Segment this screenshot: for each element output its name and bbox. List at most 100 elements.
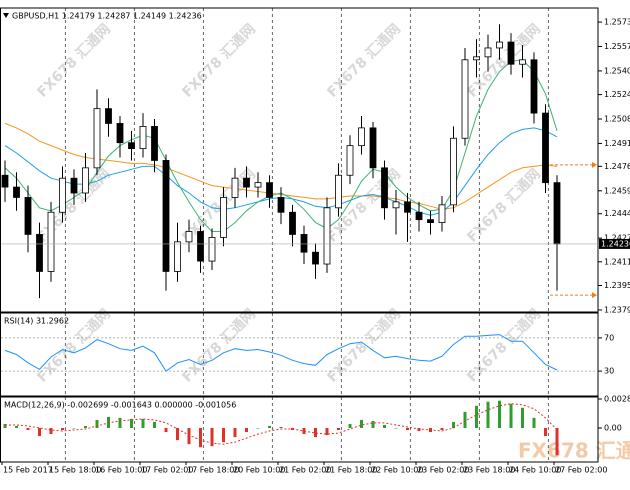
y-tick-label: 1.25735 (604, 18, 630, 27)
macd-bar (475, 405, 478, 428)
x-tick-label: 20 Feb 10:00 (233, 466, 285, 475)
candle-body (461, 59, 469, 139)
candle-body (335, 174, 342, 209)
macd-bar (279, 426, 283, 428)
candle-body (162, 160, 170, 272)
x-tick-label: 16 Feb 10:00 (95, 466, 147, 475)
panel-frame (0, 7, 599, 313)
candle-body (70, 177, 78, 194)
candle-body (519, 59, 526, 65)
macd-bar (26, 427, 30, 431)
macd-bar (440, 427, 444, 431)
candle-body (36, 234, 43, 272)
y-tick-label: 1.25080 (604, 115, 630, 124)
x-tick-label: 27 Feb 02:00 (555, 466, 607, 475)
x-tick-label: 22 Feb 10:00 (371, 466, 423, 475)
y-tick-label: 0.002869 (604, 395, 630, 404)
macd-bar (164, 427, 168, 433)
rsi-line (4, 334, 558, 372)
y-tick-label: 1.23790 (604, 305, 630, 314)
macd-bar (417, 427, 421, 432)
macd-bar (15, 425, 18, 428)
macd-bar (3, 423, 7, 428)
y-tick-label: 1.24595 (604, 186, 630, 195)
macd-bar (394, 427, 398, 429)
candle-body (13, 186, 20, 198)
macd-bar (486, 401, 490, 428)
macd-bar (245, 427, 248, 433)
y-tick-label: 1.24915 (604, 139, 630, 148)
x-tick-label: 24 Feb 10:00 (509, 466, 561, 475)
candle-body (105, 108, 112, 124)
macd-bar (118, 417, 122, 428)
panel-title: MACD(12,26,9) -0.002699 -0.001643 0.0000… (4, 401, 236, 410)
macd-bar (555, 427, 559, 456)
macd-bar (532, 417, 536, 428)
y-tick-label: 1.25405 (604, 66, 630, 75)
candle-body (450, 137, 457, 206)
candle-body (277, 197, 285, 213)
candle-body (484, 47, 492, 58)
x-tick-label: 15 Feb 2017 (3, 466, 53, 475)
macd-bar (222, 427, 225, 443)
candle-body (1, 174, 9, 188)
macd-bar (360, 419, 363, 428)
macd-bar (371, 420, 375, 428)
y-tick-label: 70 (604, 333, 614, 342)
macd-bar (72, 427, 76, 429)
candle-body (312, 251, 319, 265)
macd-bar (521, 407, 524, 428)
candle-body (392, 201, 400, 209)
macd-bar (383, 424, 386, 428)
macd-bar (348, 423, 352, 428)
candle-body (323, 207, 331, 265)
x-tick-label: 23 Feb 18:00 (463, 466, 515, 475)
candle-body (542, 112, 549, 184)
macd-bar (210, 427, 214, 447)
macd-bar (38, 427, 41, 437)
candle-body (438, 204, 446, 224)
candle-body (553, 182, 561, 245)
candle-body (473, 56, 480, 61)
y-tick-label: 1.25570 (604, 42, 630, 51)
candle-body (243, 177, 250, 188)
candle-body (116, 123, 124, 144)
candle-body (139, 126, 147, 150)
candle-body (231, 177, 239, 198)
y-tick-label: 1.25245 (604, 90, 630, 99)
macd-signal (5, 403, 558, 445)
candle-body (415, 211, 423, 221)
candle-body (174, 241, 181, 272)
macd-bar (141, 418, 145, 428)
candle-body (59, 177, 66, 213)
macd-bar (544, 427, 547, 437)
candle-body (185, 231, 193, 243)
candle-body (507, 41, 515, 65)
macd-bar (187, 427, 191, 445)
candle-body (496, 41, 503, 49)
candle-body (93, 108, 101, 169)
macd-bar (49, 427, 53, 435)
x-tick-label: 17 Feb 18:00 (187, 466, 239, 475)
candle-body (208, 237, 216, 262)
logo: FX678 汇通网 (518, 439, 630, 463)
macd-bar (314, 427, 317, 438)
candle-body (369, 127, 377, 169)
candle-body (427, 219, 434, 224)
x-tick-label: 17 Feb 02:00 (141, 466, 193, 475)
macd-bar (268, 425, 271, 428)
candle-body (24, 197, 32, 235)
y-tick-label: 1.24275 (604, 234, 630, 243)
macd-bar (95, 419, 99, 428)
macd-bar (199, 427, 202, 448)
candle-body (358, 127, 365, 147)
panel-frame (0, 312, 599, 397)
panel-title: GBPUSD,H1 1.24179 1.24287 1.24149 1.2423… (12, 12, 202, 21)
trade-level-arrow (592, 292, 597, 299)
candle-body (289, 211, 296, 235)
trade-level-arrow (592, 161, 597, 168)
macd-bar (325, 427, 329, 436)
macd-bar (233, 427, 237, 438)
candle-body (254, 182, 262, 188)
